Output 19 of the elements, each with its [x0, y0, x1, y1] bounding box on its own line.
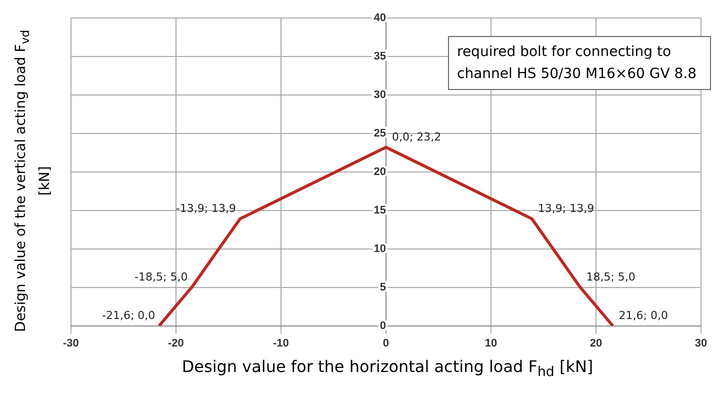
- data-label: 18,5; 5,0: [586, 270, 636, 284]
- x-tick-label: 30: [694, 337, 708, 350]
- x-tick-label: -10: [273, 337, 289, 350]
- x-axis-title: Design value for the horizontal acting load F$_{hd}$ [kN]: [180, 357, 594, 380]
- data-label: -21,6; 0,0: [102, 309, 156, 322]
- data-label: 0,0; 23,2: [392, 130, 442, 144]
- data-label: 21,6; 0,0: [618, 309, 668, 322]
- x-tick-label: -20: [168, 337, 184, 350]
- y-tick-label: 20: [374, 166, 386, 178]
- y-tick-label: 40: [374, 12, 386, 24]
- x-tick-label: -30: [62, 337, 79, 350]
- y-tick-label: 10: [374, 242, 386, 255]
- annotation: required bolt for connecting to channel HS 50/30 M16×60 GV 8.8: [448, 36, 711, 90]
- y-tick-label: 30: [374, 88, 386, 101]
- x-tick-label: 20: [590, 337, 602, 350]
- x-tick-label: 10: [484, 337, 498, 350]
- data-label: 13,9; 13,9: [538, 202, 594, 216]
- data-label: -18,5; 5,0: [134, 270, 188, 284]
- data-label: -13,9; 13,9: [176, 202, 236, 216]
